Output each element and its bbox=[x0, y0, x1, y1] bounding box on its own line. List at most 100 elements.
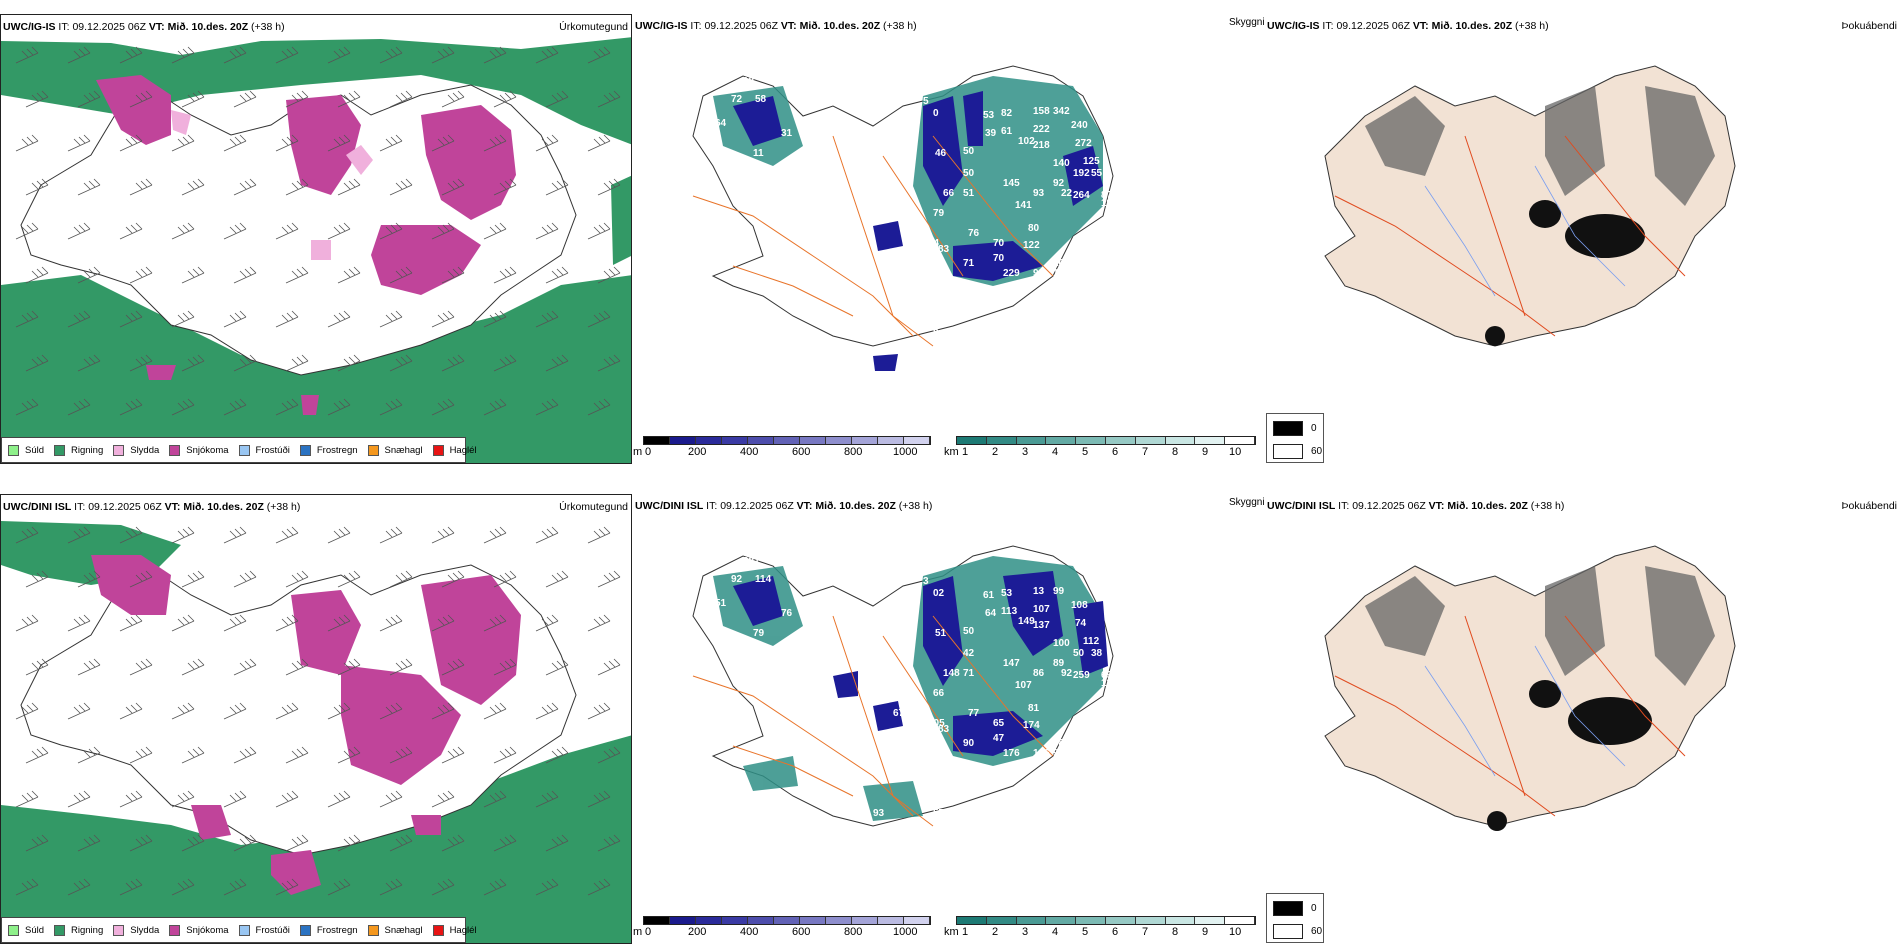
wind-barb bbox=[431, 398, 455, 416]
wind-barb bbox=[587, 878, 611, 896]
wind-barb bbox=[587, 222, 611, 240]
vt-label: VT: bbox=[780, 20, 797, 32]
wind-barb bbox=[223, 222, 247, 240]
visibility-value: 259 bbox=[1073, 670, 1090, 681]
wind-barb bbox=[535, 398, 559, 416]
legend-item: Snjókoma bbox=[169, 924, 229, 936]
wind-barb bbox=[535, 790, 559, 808]
precip-map bbox=[1, 37, 631, 463]
legend-item: Snjókoma bbox=[169, 444, 229, 456]
colorbar-tick: 8 bbox=[1172, 446, 1179, 458]
visibility-value: 3 bbox=[923, 576, 929, 587]
legend-label: Slydda bbox=[130, 444, 160, 456]
wind-barb bbox=[441, 354, 465, 372]
wind-barb bbox=[119, 878, 143, 896]
precip-type-panel: UWC/DINI ISL IT: 09.12.2025 06Z VT: Mið.… bbox=[0, 494, 632, 944]
visibility-value: 141 bbox=[1015, 200, 1032, 211]
colorbar-tick: 3 bbox=[1022, 926, 1029, 938]
legend-swatch bbox=[432, 924, 444, 936]
wind-barb bbox=[275, 702, 299, 720]
wind-barb bbox=[285, 746, 309, 764]
wind-barb bbox=[181, 354, 205, 372]
legend-item: Frostúði bbox=[238, 444, 290, 456]
wind-barb bbox=[129, 834, 153, 852]
legend-swatch bbox=[432, 444, 444, 456]
wind-barb bbox=[337, 658, 361, 676]
panel-title: UWC/IG-IS IT: 09.12.2025 06Z VT: Mið. 10… bbox=[3, 21, 285, 33]
wind-barb bbox=[327, 878, 351, 896]
visibility-value: 93 bbox=[873, 808, 885, 819]
wind-barb bbox=[545, 570, 569, 588]
wind-barb bbox=[275, 46, 299, 64]
visibility-value: 19 bbox=[1101, 198, 1113, 209]
wind-barb bbox=[129, 746, 153, 764]
wind-barb bbox=[483, 614, 507, 632]
legend-swatch bbox=[238, 924, 250, 936]
wind-barb bbox=[67, 614, 91, 632]
visibility-value: 81 bbox=[1028, 703, 1040, 714]
wind-barb bbox=[171, 526, 195, 544]
vt-value: Mið. 10.des. 20Z bbox=[1431, 20, 1513, 32]
wind-barb bbox=[389, 354, 413, 372]
visibility-value: 13 bbox=[1033, 586, 1045, 597]
vt-label: VT: bbox=[164, 501, 181, 513]
visibility-value: 58 bbox=[755, 94, 767, 105]
visibility-value: 83 bbox=[938, 724, 950, 735]
visibility-value: 50 bbox=[963, 626, 975, 637]
legend-item: Slydda bbox=[113, 444, 160, 456]
wind-barb bbox=[493, 178, 517, 196]
visibility-value: 71 bbox=[963, 258, 975, 269]
visibility-value: 137 bbox=[1033, 620, 1050, 631]
wind-barb bbox=[441, 178, 465, 196]
visibility-value: 31 bbox=[781, 128, 793, 139]
wind-barb bbox=[379, 398, 403, 416]
legend-swatch bbox=[238, 444, 250, 456]
precip-type-label: Úrkomutegund bbox=[559, 501, 628, 513]
visibility-value: 83 bbox=[938, 244, 950, 255]
visibility-value: 4 bbox=[765, 203, 771, 214]
wind-barb bbox=[275, 134, 299, 152]
wind-barb bbox=[285, 658, 309, 676]
vt-value: Mið. 10.des. 20Z bbox=[815, 500, 896, 512]
visibility-value: 100 bbox=[1053, 638, 1070, 649]
visibility-value: 67 bbox=[893, 708, 905, 719]
vt-label: VT: bbox=[148, 21, 165, 33]
wind-barb bbox=[597, 266, 621, 284]
colorbar-tick: 0 bbox=[645, 446, 652, 458]
colorbar-tick: 9 bbox=[1202, 446, 1209, 458]
lead-time: (+38 h) bbox=[1530, 500, 1565, 512]
wind-barb bbox=[493, 834, 517, 852]
wind-barb bbox=[25, 746, 49, 764]
wind-barb bbox=[535, 134, 559, 152]
it-label: IT: bbox=[690, 20, 702, 32]
wind-barb bbox=[15, 134, 39, 152]
visibility-value: 16 bbox=[743, 556, 755, 567]
wind-barb bbox=[431, 790, 455, 808]
wind-barb bbox=[15, 614, 39, 632]
wind-barb bbox=[275, 526, 299, 544]
wind-barb bbox=[337, 90, 361, 108]
legend-swatch bbox=[299, 924, 311, 936]
fog-map bbox=[1324, 545, 1736, 831]
visibility-value: 117 bbox=[917, 754, 934, 765]
colorbar-m: m 0 200 400 600 800 1000 bbox=[633, 916, 938, 946]
wind-barb bbox=[119, 134, 143, 152]
legend-swatch bbox=[54, 924, 66, 936]
wind-barb bbox=[337, 178, 361, 196]
colorbar-tick: 10 bbox=[1229, 446, 1242, 458]
visibility-value: 79 bbox=[933, 208, 945, 219]
wind-barb bbox=[483, 526, 507, 544]
wind-barb bbox=[77, 570, 101, 588]
visibility-value: 107 bbox=[1015, 680, 1032, 691]
wind-barb bbox=[67, 790, 91, 808]
wind-barb bbox=[441, 570, 465, 588]
wind-barb bbox=[597, 178, 621, 196]
wind-barb bbox=[327, 222, 351, 240]
wind-barb bbox=[493, 266, 517, 284]
wind-barb bbox=[233, 834, 257, 852]
wind-barb bbox=[587, 134, 611, 152]
panel-title: UWC/DINI ISL IT: 09.12.2025 06Z VT: Mið.… bbox=[3, 501, 300, 513]
visibility-value: 8 bbox=[933, 328, 939, 339]
wind-barb bbox=[327, 614, 351, 632]
visibility-value: 70 bbox=[993, 253, 1005, 264]
